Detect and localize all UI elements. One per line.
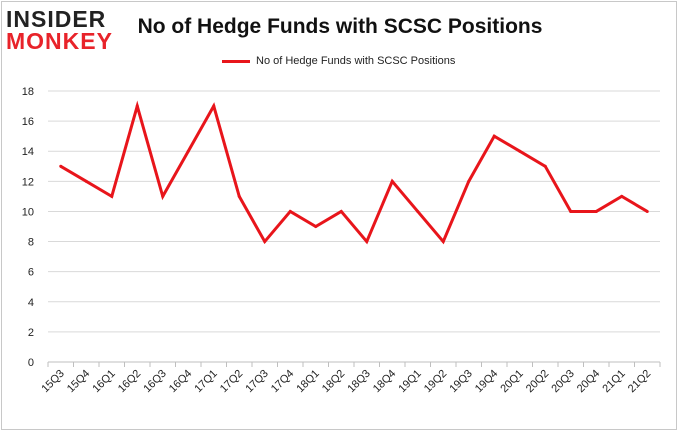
x-tick-label: 18Q2: [320, 368, 348, 396]
y-tick-label: 8: [28, 237, 34, 249]
x-tick-label: 15Q3: [39, 368, 67, 396]
x-tick-label: 18Q4: [371, 368, 399, 396]
logo-line-1: INSIDER: [6, 6, 107, 32]
legend-label: No of Hedge Funds with SCSC Positions: [256, 55, 456, 67]
data-point: [186, 149, 190, 153]
data-point: [288, 209, 292, 213]
x-tick-label: 19Q2: [422, 368, 450, 396]
x-tick-label: 18Q3: [345, 368, 373, 396]
data-point: [518, 149, 522, 153]
data-point: [441, 240, 445, 244]
chart-title: No of Hedge Funds with SCSC Positions: [137, 15, 543, 38]
y-tick-label: 18: [22, 86, 34, 98]
legend-swatch: [222, 59, 250, 63]
data-point: [110, 194, 114, 198]
y-tick-label: 2: [28, 327, 34, 339]
data-point: [263, 240, 267, 244]
data-point: [543, 164, 547, 168]
x-tick-label: 16Q2: [116, 368, 144, 396]
data-point: [339, 209, 343, 213]
y-tick-label: 14: [22, 146, 34, 158]
x-tick-label: 19Q3: [447, 368, 475, 396]
data-point: [594, 209, 598, 213]
series-line: [59, 100, 649, 245]
data-point: [365, 240, 369, 244]
x-tick-label: 21Q1: [600, 368, 628, 396]
x-tick-label: 16Q4: [167, 368, 195, 396]
data-point: [161, 194, 165, 198]
x-tick-label: 17Q3: [243, 368, 271, 396]
x-tick-label: 16Q3: [141, 368, 169, 396]
y-tick-label: 12: [22, 176, 34, 188]
data-point: [416, 209, 420, 213]
data-point: [467, 179, 471, 183]
x-tick-label: 17Q4: [269, 368, 297, 396]
x-tick-label: 17Q2: [218, 368, 246, 396]
y-tick-label: 16: [22, 116, 34, 128]
logo-line-2: MONKEY: [6, 28, 113, 54]
data-point: [314, 225, 318, 228]
data-point: [569, 209, 573, 213]
x-tick-label: 19Q1: [396, 368, 424, 396]
y-tick-label: 4: [28, 297, 34, 309]
y-tick-label: 0: [28, 357, 34, 369]
x-tick-label: 19Q4: [473, 368, 501, 396]
insider-monkey-logo: INSIDER MONKEY: [6, 8, 132, 54]
x-tick-label: 16Q1: [90, 368, 118, 396]
data-point: [237, 194, 241, 198]
x-tick-label: 21Q2: [626, 368, 654, 396]
data-point: [620, 194, 624, 198]
x-tick-label: 20Q4: [575, 368, 603, 396]
y-tick-label: 10: [22, 206, 34, 218]
x-tick-label: 17Q1: [192, 368, 220, 396]
x-tick-label: 20Q1: [498, 368, 526, 396]
x-tick-label: 20Q2: [524, 368, 552, 396]
x-tick-label: 15Q4: [65, 368, 93, 396]
x-tick-label: 20Q3: [549, 368, 577, 396]
data-point: [390, 179, 394, 183]
chart-legend: No of Hedge Funds with SCSC Positions: [222, 55, 455, 67]
data-point: [135, 104, 139, 108]
data-point: [645, 209, 649, 213]
x-tick-label: 18Q1: [294, 368, 322, 396]
data-point: [492, 134, 496, 138]
data-point: [212, 104, 216, 108]
data-point: [59, 164, 63, 168]
data-point: [84, 179, 88, 183]
y-tick-label: 6: [28, 267, 34, 279]
